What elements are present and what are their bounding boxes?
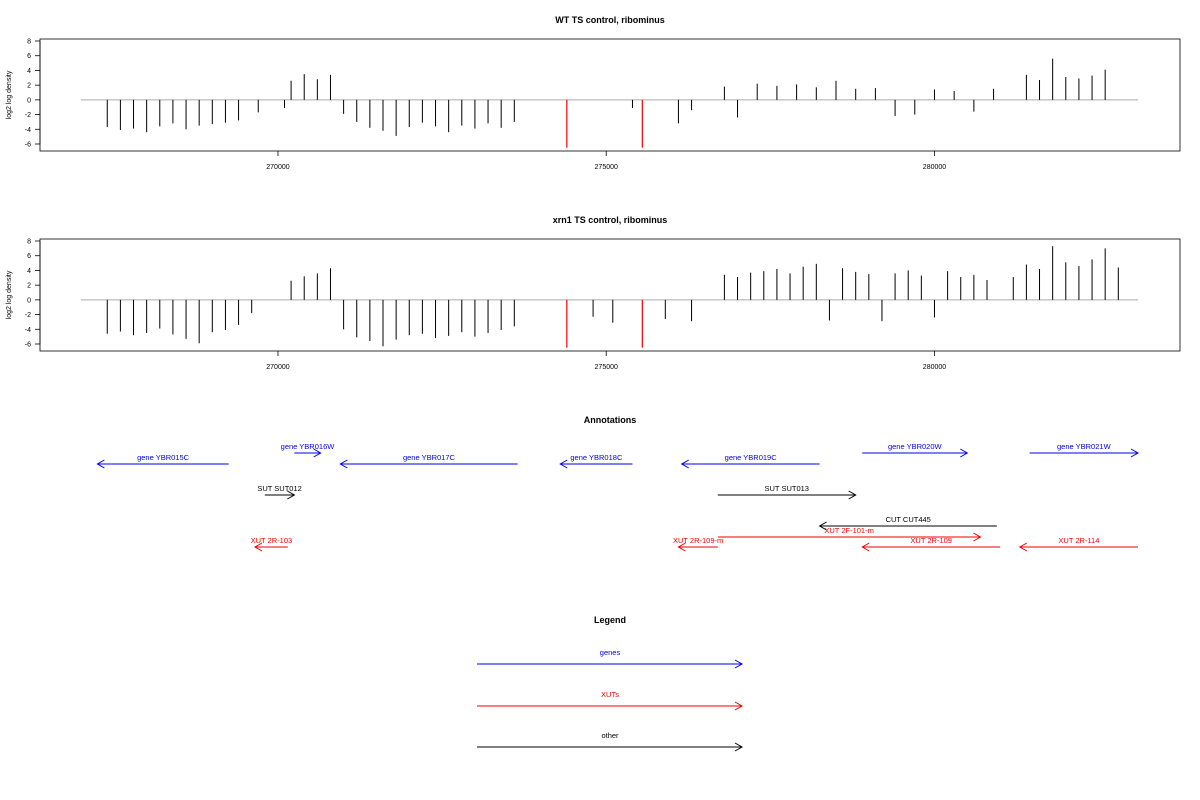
legend-label: XUTs [601,690,619,699]
y-tick-label: 4 [27,268,31,275]
track-title: WT TS control, ribominus [555,15,665,25]
feature-arrowhead [96,459,105,469]
feature-arrowhead [313,448,322,458]
annotation-feature: gene YBR017C [339,453,518,469]
y-axis: -6 -4 -2 0 2 4 6 8 [25,39,41,149]
y-tick-label: -6 [25,142,31,149]
legend-arrowhead [734,659,744,669]
x-tick-label: 280000 [923,364,946,371]
legend-label: genes [600,648,621,657]
y-tick-label: -4 [25,127,31,134]
track-title: xrn1 TS control, ribominus [553,215,668,225]
y-axis-label: log2 log density [6,270,13,319]
feature-label: gene YBR020W [888,442,943,451]
y-tick-label: 4 [27,68,31,75]
feature-label: SUT SUT013 [765,484,809,493]
feature-label: SUT SUT012 [257,484,301,493]
feature-arrowhead [960,448,969,458]
y-tick-label: 6 [27,253,31,260]
legend-arrowhead [734,742,744,752]
feature-label: XUT 2F-101-m [824,526,873,535]
annotation-feature: XUT 2R-109-m [673,536,723,552]
feature-arrowhead [253,542,263,552]
annotation-feature: SUT SUT012 [257,484,302,500]
annotation-feature: XUT 2R-109 [861,536,1001,552]
y-tick-label: 2 [27,283,31,290]
track-wt: WT TS control, ribominus log2 log densit… [6,15,1181,171]
y-tick-label: 8 [27,39,31,46]
x-tick-label: 275000 [595,164,618,171]
x-axis: 270000 275000 280000 [266,351,946,371]
x-tick-label: 270000 [266,364,289,371]
plot-frame [39,238,1181,352]
x-axis: 270000 275000 280000 [266,151,946,171]
x-tick-label: 270000 [266,164,289,171]
legend-entries: genes XUTs other [477,648,744,752]
feature-label: XUT 2R-109 [910,536,952,545]
y-axis-label: log2 log density [6,70,13,119]
feature-arrowhead [861,542,870,552]
annotation-feature: gene YBR021W [1029,442,1140,458]
legend-title: Legend [594,615,626,625]
annotation-feature: gene YBR018C [559,453,633,469]
annotation-feature: gene YBR015C [96,453,229,469]
feature-label: XUT 2R-103 [251,536,293,545]
feature-label: gene YBR021W [1057,442,1112,451]
legend-entry: genes [477,648,744,669]
legend-panel: Legend genes XUTs other [477,615,744,752]
y-tick-label: -2 [25,112,31,119]
annotations-title: Annotations [584,415,637,425]
feature-arrowhead [677,542,686,552]
feature-label: gene YBR017C [403,453,456,462]
feature-label: CUT CUT445 [886,515,931,524]
y-axis: -6 -4 -2 0 2 4 6 8 [25,239,41,349]
track-xrn1: xrn1 TS control, ribominus log2 log dens… [6,215,1181,371]
feature-label: gene YBR016W [281,442,336,451]
feature-label: XUT 2R-109-m [673,536,723,545]
plot-frame [39,38,1181,152]
annotation-feature: SUT SUT013 [717,484,857,500]
annotation-features: gene YBR015C gene YBR016W gene YBR017C gene… [96,442,1140,552]
feature-arrowhead [1130,448,1140,458]
legend-entry: XUTs [477,690,744,711]
y-tick-label: -6 [25,342,31,349]
feature-arrowhead [339,459,348,469]
y-tick-label: 0 [27,297,31,304]
feature-arrowhead [680,459,689,469]
annotation-feature: XUT 2R-114 [1018,536,1138,552]
annotation-feature: gene YBR020W [862,442,969,458]
feature-label: gene YBR015C [137,453,190,462]
bar-series [106,246,1119,348]
feature-arrowhead [1018,542,1028,552]
legend-entry: other [477,731,744,752]
y-tick-label: 2 [27,83,31,90]
legend-label: other [601,731,619,740]
feature-arrowhead [973,532,982,542]
annotation-feature: gene YBR016W [281,442,336,458]
annotation-feature: XUT 2F-101-m [717,526,982,542]
annotation-feature: gene YBR019C [680,453,820,469]
bar-series [106,58,1106,148]
x-tick-label: 275000 [595,364,618,371]
feature-label: gene YBR018C [570,453,623,462]
legend-arrowhead [734,701,744,711]
feature-label: gene YBR019C [725,453,778,462]
feature-label: XUT 2R-114 [1058,536,1099,545]
feature-arrowhead [818,521,827,531]
y-tick-label: 0 [27,97,31,104]
y-tick-label: 8 [27,239,31,246]
feature-arrowhead [848,490,857,500]
feature-arrowhead [287,490,296,500]
annotation-feature: CUT CUT445 [818,515,997,531]
y-tick-label: -2 [25,312,31,319]
feature-arrowhead [559,459,568,469]
y-tick-label: -4 [25,327,31,334]
x-tick-label: 280000 [923,164,946,171]
y-tick-label: 6 [27,53,31,60]
annotation-feature: XUT 2R-103 [251,536,293,552]
